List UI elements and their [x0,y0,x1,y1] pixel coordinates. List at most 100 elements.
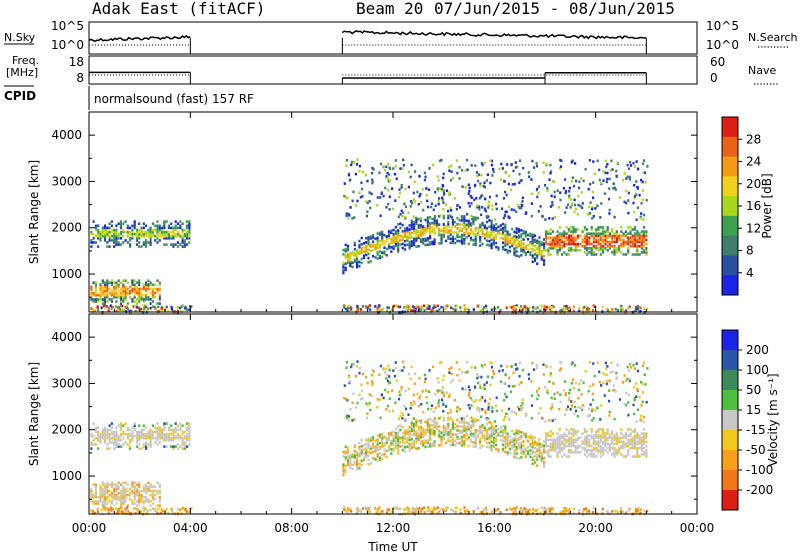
power-pixel [588,236,591,240]
power-pixel [458,235,461,239]
velocity-pixel [124,498,127,501]
power-pixel [627,307,630,310]
power-pixel [463,242,466,245]
power-pixel [176,226,180,230]
power-pixel [145,245,148,248]
velocity-pixel [113,441,116,444]
power-pixel [606,249,609,252]
velocity-pixel [146,511,149,514]
power-pixel [574,244,577,248]
power-pixel [627,242,630,246]
power-pixel [108,245,111,248]
power-pixel [449,237,452,241]
power-pixel [129,226,132,230]
power-pixel [547,247,550,250]
velocity-pixel [131,483,134,486]
velocity-pixel [463,425,466,428]
power-pixel [145,239,148,242]
power-pixel [133,300,136,303]
power-pixel [119,298,123,301]
power-pixel [138,289,141,293]
velocity-pixel [545,436,548,440]
power-pixel [97,232,100,236]
velocity-pixel [481,408,484,411]
power-pixel [124,289,127,293]
velocity-pixel [156,432,159,436]
velocity-pixel [546,391,549,395]
power-pixel [138,291,141,295]
power-pixel [595,234,598,238]
velocity-pixel [542,363,545,366]
velocity-pixel [454,511,457,515]
velocity-pixel [115,439,118,442]
power-pixel [533,234,537,237]
power-pixel [417,224,420,227]
power-pixel [356,255,359,258]
power-pixel [491,204,494,207]
power-pixel [438,233,441,237]
power-pixel [432,163,435,167]
power-pixel [365,253,368,257]
power-pixel [554,244,557,248]
velocity-pixel [636,440,639,444]
velocity-pixel [558,442,561,446]
velocity-pixel [397,397,401,401]
velocity-pixel [406,441,409,444]
power-pixel [563,244,566,248]
power-pixel [643,249,646,252]
power-pixel [636,307,640,311]
velocity-pixel [527,435,530,439]
power-pixel [627,191,630,195]
velocity-pixel [418,376,421,380]
power-pixel [556,234,559,238]
power-pixel [532,306,535,309]
power-pixel [131,281,134,284]
power-pixel [551,240,554,244]
power-pixel [466,307,469,311]
power-pixel [160,230,164,234]
velocity-pixel [604,434,607,437]
velocity-pixel [611,453,614,456]
power-pixel [110,279,113,282]
power-pixel [474,237,477,240]
power-pixel [403,244,407,247]
velocity-pixel [611,510,614,513]
velocity-pixel [539,407,542,410]
power-pixel [407,305,410,308]
velocity-pixel [383,454,386,458]
power-pixel [499,228,502,231]
velocity-pixel [511,429,514,433]
power-pixel [367,236,370,239]
velocity-pixel [106,436,109,440]
velocity-pixel [640,436,643,440]
power-pixel [101,281,104,284]
velocity-pixel [188,428,191,432]
power-pixel [581,206,584,210]
velocity-pixel [527,373,530,376]
velocity-pixel [103,504,107,507]
power-pixel [602,228,605,231]
power-pixel [163,226,166,230]
power-pixel [107,306,110,309]
velocity-pixel [553,392,556,396]
velocity-pixel [613,388,616,392]
velocity-pixel [442,409,445,413]
power-pixel [132,305,135,308]
velocity-pixel [492,430,495,434]
power-pixel [346,244,350,248]
velocity-pixel [579,451,582,454]
velocity-pixel [520,451,523,455]
power-pixel [588,159,591,162]
power-pixel [540,243,543,247]
power-pixel [351,217,354,220]
velocity-pixel [354,374,357,378]
velocity-pixel [358,366,361,370]
velocity-pixel [640,446,643,450]
power-pixel [599,216,602,219]
velocity-pixel [113,487,116,491]
power-pixel [470,228,473,231]
power-pixel [386,306,389,309]
power-pixel [422,208,425,212]
velocity-pixel [140,434,143,438]
power-pixel [426,239,429,242]
